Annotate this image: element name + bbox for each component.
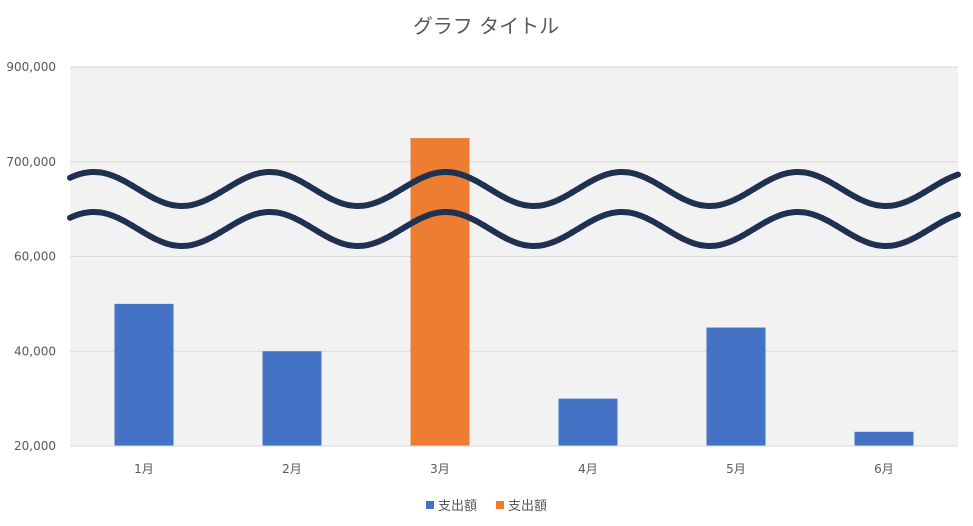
bar-4: [558, 398, 618, 446]
y-tick-label: 60,000: [14, 250, 56, 264]
y-tick-label: 700,000: [6, 155, 56, 169]
y-tick-label: 40,000: [14, 344, 56, 358]
bar-2: [262, 351, 322, 446]
y-tick-label: 20,000: [14, 439, 56, 453]
x-tick-label: 2月: [282, 462, 302, 476]
legend: 支出額 支出額: [426, 499, 547, 514]
x-tick-label: 6月: [874, 462, 894, 476]
legend-swatch-1: [426, 501, 434, 509]
x-tick-label: 4月: [578, 462, 598, 476]
y-tick-label: 900,000: [6, 60, 56, 74]
bar-5: [706, 327, 766, 446]
legend-label-1: 支出額: [438, 499, 477, 514]
x-tick-label: 3月: [430, 462, 450, 476]
x-tick-label: 5月: [726, 462, 746, 476]
axis-break-wave-upper: [67, 169, 961, 209]
chart-title: グラフ タイトル: [413, 14, 559, 38]
axis-break-wave-lower: [67, 209, 961, 249]
bar-3: [410, 138, 470, 446]
bar-1: [114, 303, 174, 446]
legend-label-2: 支出額: [508, 499, 547, 514]
bar-6: [854, 431, 914, 446]
x-tick-label: 1月: [134, 462, 154, 476]
legend-swatch-2: [496, 501, 504, 509]
